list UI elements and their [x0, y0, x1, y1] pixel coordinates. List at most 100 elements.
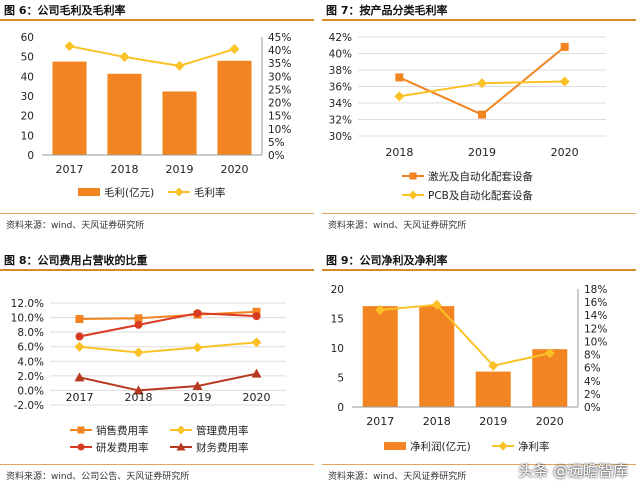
point [431, 299, 442, 310]
chart-product-margin: 30% 32% 34% 36% 38% 40% 42% 2018 2019 2020 激光及自动化配… [329, 32, 606, 202]
point [74, 372, 85, 382]
title-rule [0, 269, 314, 271]
y-right-tick-label: 14% [584, 310, 607, 322]
legend-marker [77, 426, 85, 434]
point [251, 368, 262, 378]
title-rule [322, 19, 636, 21]
y-right-tick-label: 8% [584, 350, 601, 362]
x-tick-label: 2019 [166, 163, 194, 176]
legend-marker [174, 187, 184, 197]
legend-label: PCB及自动化配套设备 [428, 189, 533, 202]
legend-marker [409, 172, 417, 180]
legend-marker [176, 425, 186, 435]
point [477, 78, 487, 89]
point [174, 60, 185, 71]
point [544, 348, 555, 359]
y-left-tick-label: 50 [21, 52, 34, 64]
bottom-rule [322, 464, 636, 465]
series-line [79, 341, 257, 354]
y-left-tick-label: 0 [27, 150, 34, 162]
legend-swatch [78, 188, 100, 196]
point [193, 309, 202, 318]
y-tick-label: 32% [329, 115, 352, 127]
x-tick-label: 2020 [221, 163, 249, 176]
source-note: 资料来源：wind、天风证券研究所 [6, 221, 145, 231]
x-tick-label: 2018 [125, 391, 153, 404]
series-line [79, 312, 257, 338]
legend-label: 净利润(亿元) [410, 440, 471, 453]
y-right-tick-label: 10% [268, 124, 291, 136]
legend-marker [408, 190, 418, 200]
source-note: 资料来源：wind、天风证券研究所 [328, 221, 467, 231]
panel-title: 图 6：公司毛利及毛利率 [4, 4, 126, 17]
point [75, 332, 84, 341]
x-tick-label: 2018 [385, 146, 413, 159]
point [134, 314, 143, 323]
y-right-tick-label: 0% [268, 150, 285, 162]
panel-net-profit: 图 9：公司净利及净利率 0 5 10 15 20 0% 2% 4% 6% 8% 10% 12% 14%… [322, 250, 636, 494]
y-right-tick-label: 16% [584, 297, 607, 309]
panel-title: 图 8：公司费用占营收的比重 [4, 254, 148, 267]
y-tick-label: 30% [329, 131, 352, 143]
y-left-tick-label: 20 [21, 111, 34, 123]
point [251, 337, 262, 348]
y-left-tick-label: 30 [21, 91, 34, 103]
y-left-tick-label: 10 [331, 343, 344, 355]
point [395, 73, 404, 82]
legend-label: 财务费用率 [196, 441, 249, 454]
legend-marker [176, 442, 186, 451]
x-tick-label: 2018 [423, 415, 451, 428]
panel-gross-profit: 图 6：公司毛利及毛利率 0 10 20 30 40 50 60 0% 5% 10% 15% 20% 2… [0, 0, 314, 244]
x-tick-label: 2018 [111, 163, 139, 176]
bar [532, 349, 568, 407]
y-tick-label: 6.0% [17, 342, 44, 354]
point [74, 341, 85, 352]
legend-swatch [384, 442, 406, 450]
x-tick-label: 2020 [536, 415, 564, 428]
legend-marker [498, 441, 508, 451]
bar [362, 306, 398, 407]
y-right-tick-label: 20% [268, 98, 291, 110]
y-tick-label: 8.0% [17, 327, 44, 339]
legend-label: 毛利率 [194, 186, 226, 199]
y-right-tick-label: 30% [268, 71, 291, 83]
y-tick-label: -2.0% [14, 400, 44, 412]
x-tick-label: 2017 [366, 415, 394, 428]
legend-label: 毛利(亿元) [104, 186, 154, 199]
y-right-tick-label: 6% [584, 363, 601, 375]
y-right-tick-label: 2% [584, 389, 601, 401]
legend-label: 管理费用率 [196, 424, 249, 437]
chart-gross-profit: 0 10 20 30 40 50 60 0%5%10%15%20% 25%30%35%40%45… [21, 32, 292, 199]
point [119, 51, 130, 62]
chart-expense-ratio: -2.0% 0.0% 2.0% 4.0% 6.0% 8.0% 10.0% 12.0% 2017 2… [11, 298, 286, 454]
y-right-tick-label: 5% [268, 137, 285, 149]
point [560, 42, 569, 51]
y-tick-label: 0.0% [17, 385, 44, 397]
chart-net-profit: 0 5 10 15 20 0%2%4%6%8% 10%12%14%16%18% 2017 201… [331, 284, 608, 453]
title-rule [322, 269, 636, 271]
y-left-tick-label: 10 [21, 130, 34, 142]
y-left-tick-label: 60 [21, 32, 34, 44]
y-left-tick-label: 0 [337, 402, 344, 414]
watermark: 头条 @远瞻智库 [518, 462, 628, 480]
point [229, 44, 240, 55]
legend-label: 销售费用率 [96, 424, 149, 437]
y-tick-label: 34% [329, 98, 352, 110]
y-right-tick-label: 0% [584, 402, 601, 414]
x-tick-label: 2019 [184, 391, 212, 404]
y-tick-label: 4.0% [17, 356, 44, 368]
y-right-tick-label: 12% [584, 323, 607, 335]
point [133, 347, 144, 358]
y-tick-label: 36% [329, 82, 352, 94]
bar [107, 73, 142, 155]
panel-product-margin: 图 7：按产品分类毛利率 30% 32% 34% 36% 38% 40% 42% 2018 20… [322, 0, 636, 244]
y-right-tick-label: 15% [268, 111, 291, 123]
bottom-rule [0, 213, 314, 214]
y-right-tick-label: 18% [584, 284, 607, 296]
y-left-tick-label: 40 [21, 71, 34, 83]
bar [217, 60, 252, 156]
panel-expense-ratio: 图 8：公司费用占营收的比重 -2.0% 0.0% 2.0% 4.0% 6.0% 8.0%… [0, 250, 314, 494]
series-line [79, 310, 257, 321]
point [75, 315, 84, 324]
point [134, 320, 143, 329]
